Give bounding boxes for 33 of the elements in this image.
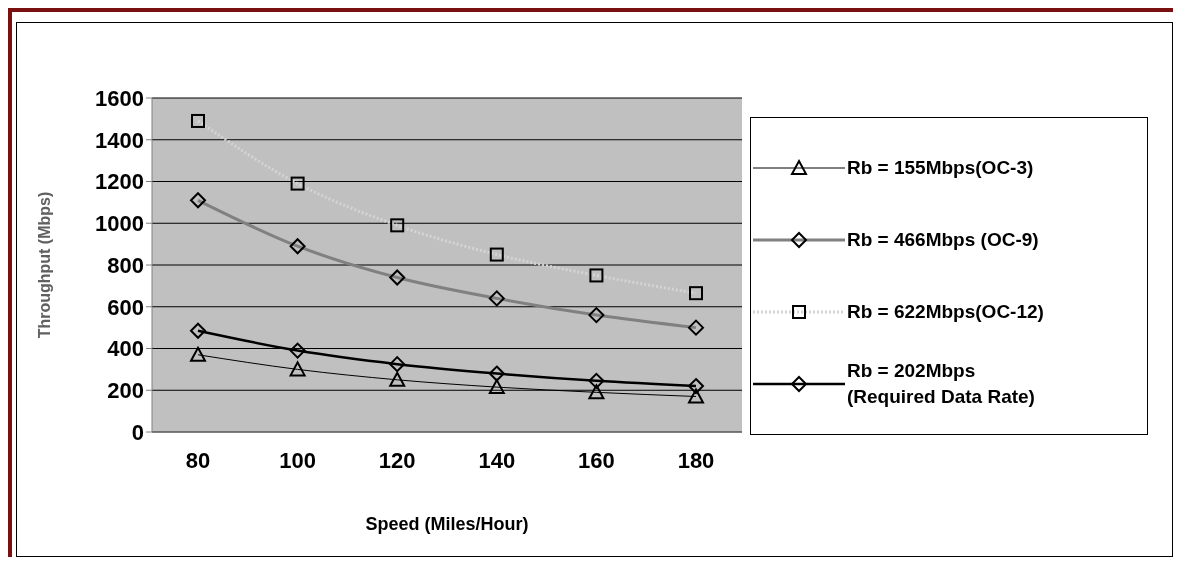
x-tick-label: 80 <box>185 447 211 473</box>
point <box>389 371 406 387</box>
legend-label: Rb = 155Mbps(OC-3) <box>847 156 1034 180</box>
y-tick-label: 1000 <box>95 211 144 237</box>
y-tick-label: 600 <box>107 294 144 320</box>
point <box>389 356 406 373</box>
point <box>688 388 704 404</box>
y-tick-label: 400 <box>107 336 144 362</box>
x-tick-label: 100 <box>279 447 316 473</box>
point <box>289 361 306 377</box>
x-axis-title: Speed (Miles/Hour) <box>365 514 529 534</box>
legend-label: Rb = 202Mbps (Required Data Rate) <box>847 359 1035 409</box>
point <box>588 384 605 400</box>
legend-label: Rb = 622Mbps(OC-12) <box>847 300 1044 324</box>
point <box>190 322 206 339</box>
point <box>488 379 505 395</box>
y-tick-label: 1600 <box>95 85 144 111</box>
legend-label: Rb = 466Mbps (OC-9) <box>847 228 1039 252</box>
x-tick-label: 120 <box>378 447 416 473</box>
point <box>488 365 505 382</box>
point <box>688 378 704 395</box>
point <box>190 346 206 362</box>
point <box>588 372 605 389</box>
y-tick-label: 1200 <box>95 169 144 195</box>
y-tick-label: 1400 <box>95 127 144 153</box>
point <box>289 342 306 359</box>
x-tick-label: 180 <box>677 447 715 473</box>
x-tick-label: 160 <box>578 447 615 473</box>
y-tick-label: 200 <box>107 378 144 404</box>
y-tick-label: 800 <box>107 252 144 278</box>
y-tick-label: 0 <box>131 419 144 445</box>
x-tick-label: 140 <box>478 447 516 473</box>
y-axis-title: Throughput (Mbps) <box>35 191 53 339</box>
